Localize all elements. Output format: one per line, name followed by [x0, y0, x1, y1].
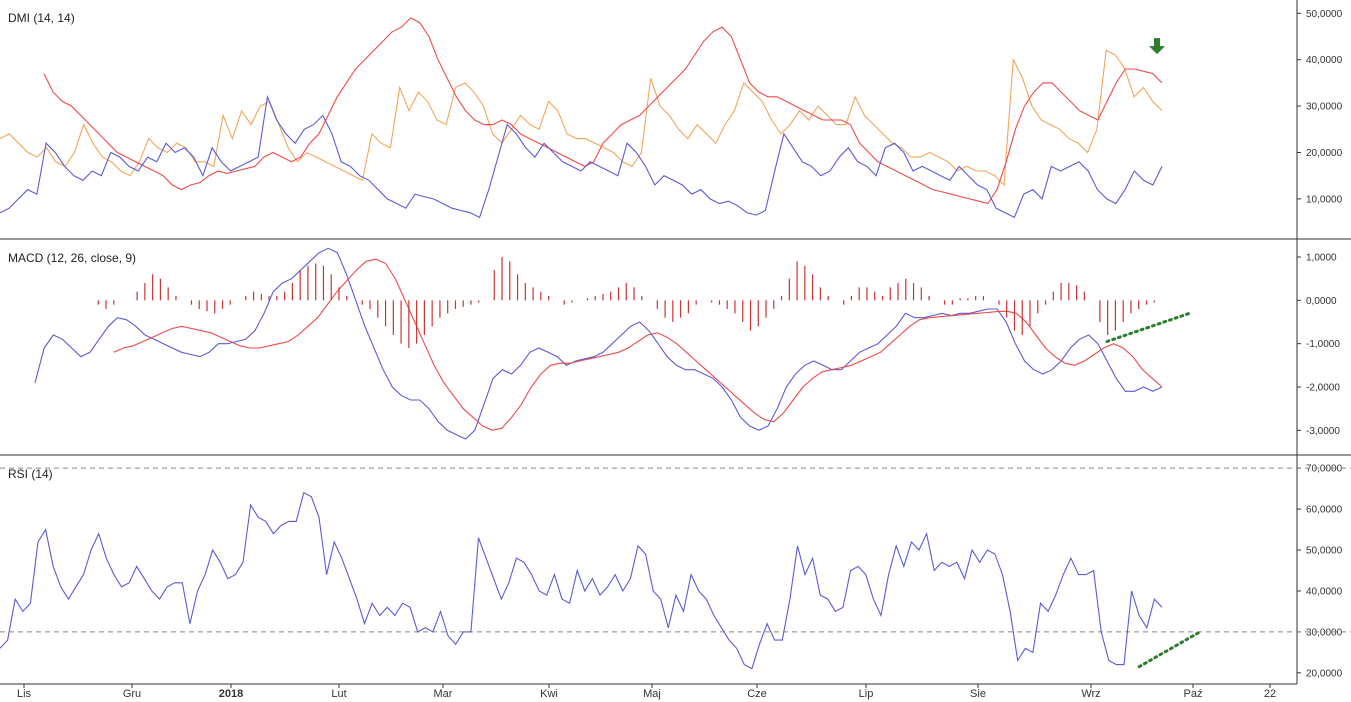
macd-dotted-trendline [1105, 311, 1191, 343]
x-tick-label: 22 [1264, 688, 1276, 700]
dmi-series-line-1 [43, 17, 1163, 205]
x-axis: Lis Gru 2018 Lut Mar Kwi Maj Cze Lip Sie Wrz Paź 22 [17, 684, 1276, 700]
x-tick-label: Cze [747, 688, 767, 700]
down-arrow-icon [1149, 38, 1165, 55]
dmi-ytick-label: 10,0000 [1306, 194, 1343, 205]
macd-ytick-label: -2,0000 [1306, 383, 1340, 394]
rsi-title: RSI (14) [8, 467, 53, 481]
x-tick-label: Lut [331, 688, 346, 700]
x-tick-label: Gru [123, 688, 141, 700]
x-tick-label: Paź [1184, 688, 1203, 700]
dmi-title: DMI (14, 14) [8, 11, 75, 25]
macd-series-line-1 [113, 258, 1163, 431]
rsi-ytick-label: 60,0000 [1306, 505, 1343, 516]
rsi-ytick-label: 50,0000 [1306, 546, 1343, 557]
rsi-panel: 70,0000 60,0000 50,0000 40,0000 30,0000 20,00… [0, 464, 1351, 679]
macd-ytick-label: 1,0000 [1306, 253, 1337, 264]
x-tick-label: Lis [17, 688, 32, 700]
macd-ytick-label: -3,0000 [1306, 426, 1340, 437]
dmi-ytick-label: 40,0000 [1306, 55, 1343, 66]
rsi-dotted-trendline [1137, 630, 1202, 669]
macd-ytick-label: 0,0000 [1306, 296, 1337, 307]
x-tick-label: Mar [434, 688, 453, 700]
x-tick-label: Sie [970, 688, 986, 700]
x-tick-label: Maj [643, 688, 661, 700]
dmi-ytick-label: 50,0000 [1306, 9, 1343, 20]
macd-panel: 1,0000 0,0000 -1,0000 -2,0000 -3,0000 [34, 247, 1340, 440]
dmi-ytick-label: 20,0000 [1306, 148, 1343, 159]
dmi-series-line-2 [0, 94, 1163, 219]
dmi-series-line-0 [0, 49, 1163, 187]
rsi-series-line-0 [0, 491, 1163, 670]
dmi-panel: 50,0000 40,0000 30,0000 20,0000 10,0000 [0, 9, 1343, 219]
macd-ytick-label: -1,0000 [1306, 339, 1340, 350]
macd-title: MACD (12, 26, close, 9) [8, 251, 136, 265]
dmi-ytick-label: 30,0000 [1306, 102, 1343, 113]
x-tick-label: 2018 [219, 688, 243, 700]
rsi-ytick-label: 40,0000 [1306, 586, 1343, 597]
x-tick-label: Lip [859, 688, 874, 700]
rsi-ytick-label: 70,0000 [1306, 464, 1343, 475]
rsi-ytick-label: 20,0000 [1306, 668, 1343, 679]
x-tick-label: Kwi [540, 688, 558, 700]
rsi-ytick-label: 30,0000 [1306, 627, 1343, 638]
macd-series-line-0 [34, 247, 1163, 440]
x-tick-label: Wrz [1081, 688, 1100, 700]
